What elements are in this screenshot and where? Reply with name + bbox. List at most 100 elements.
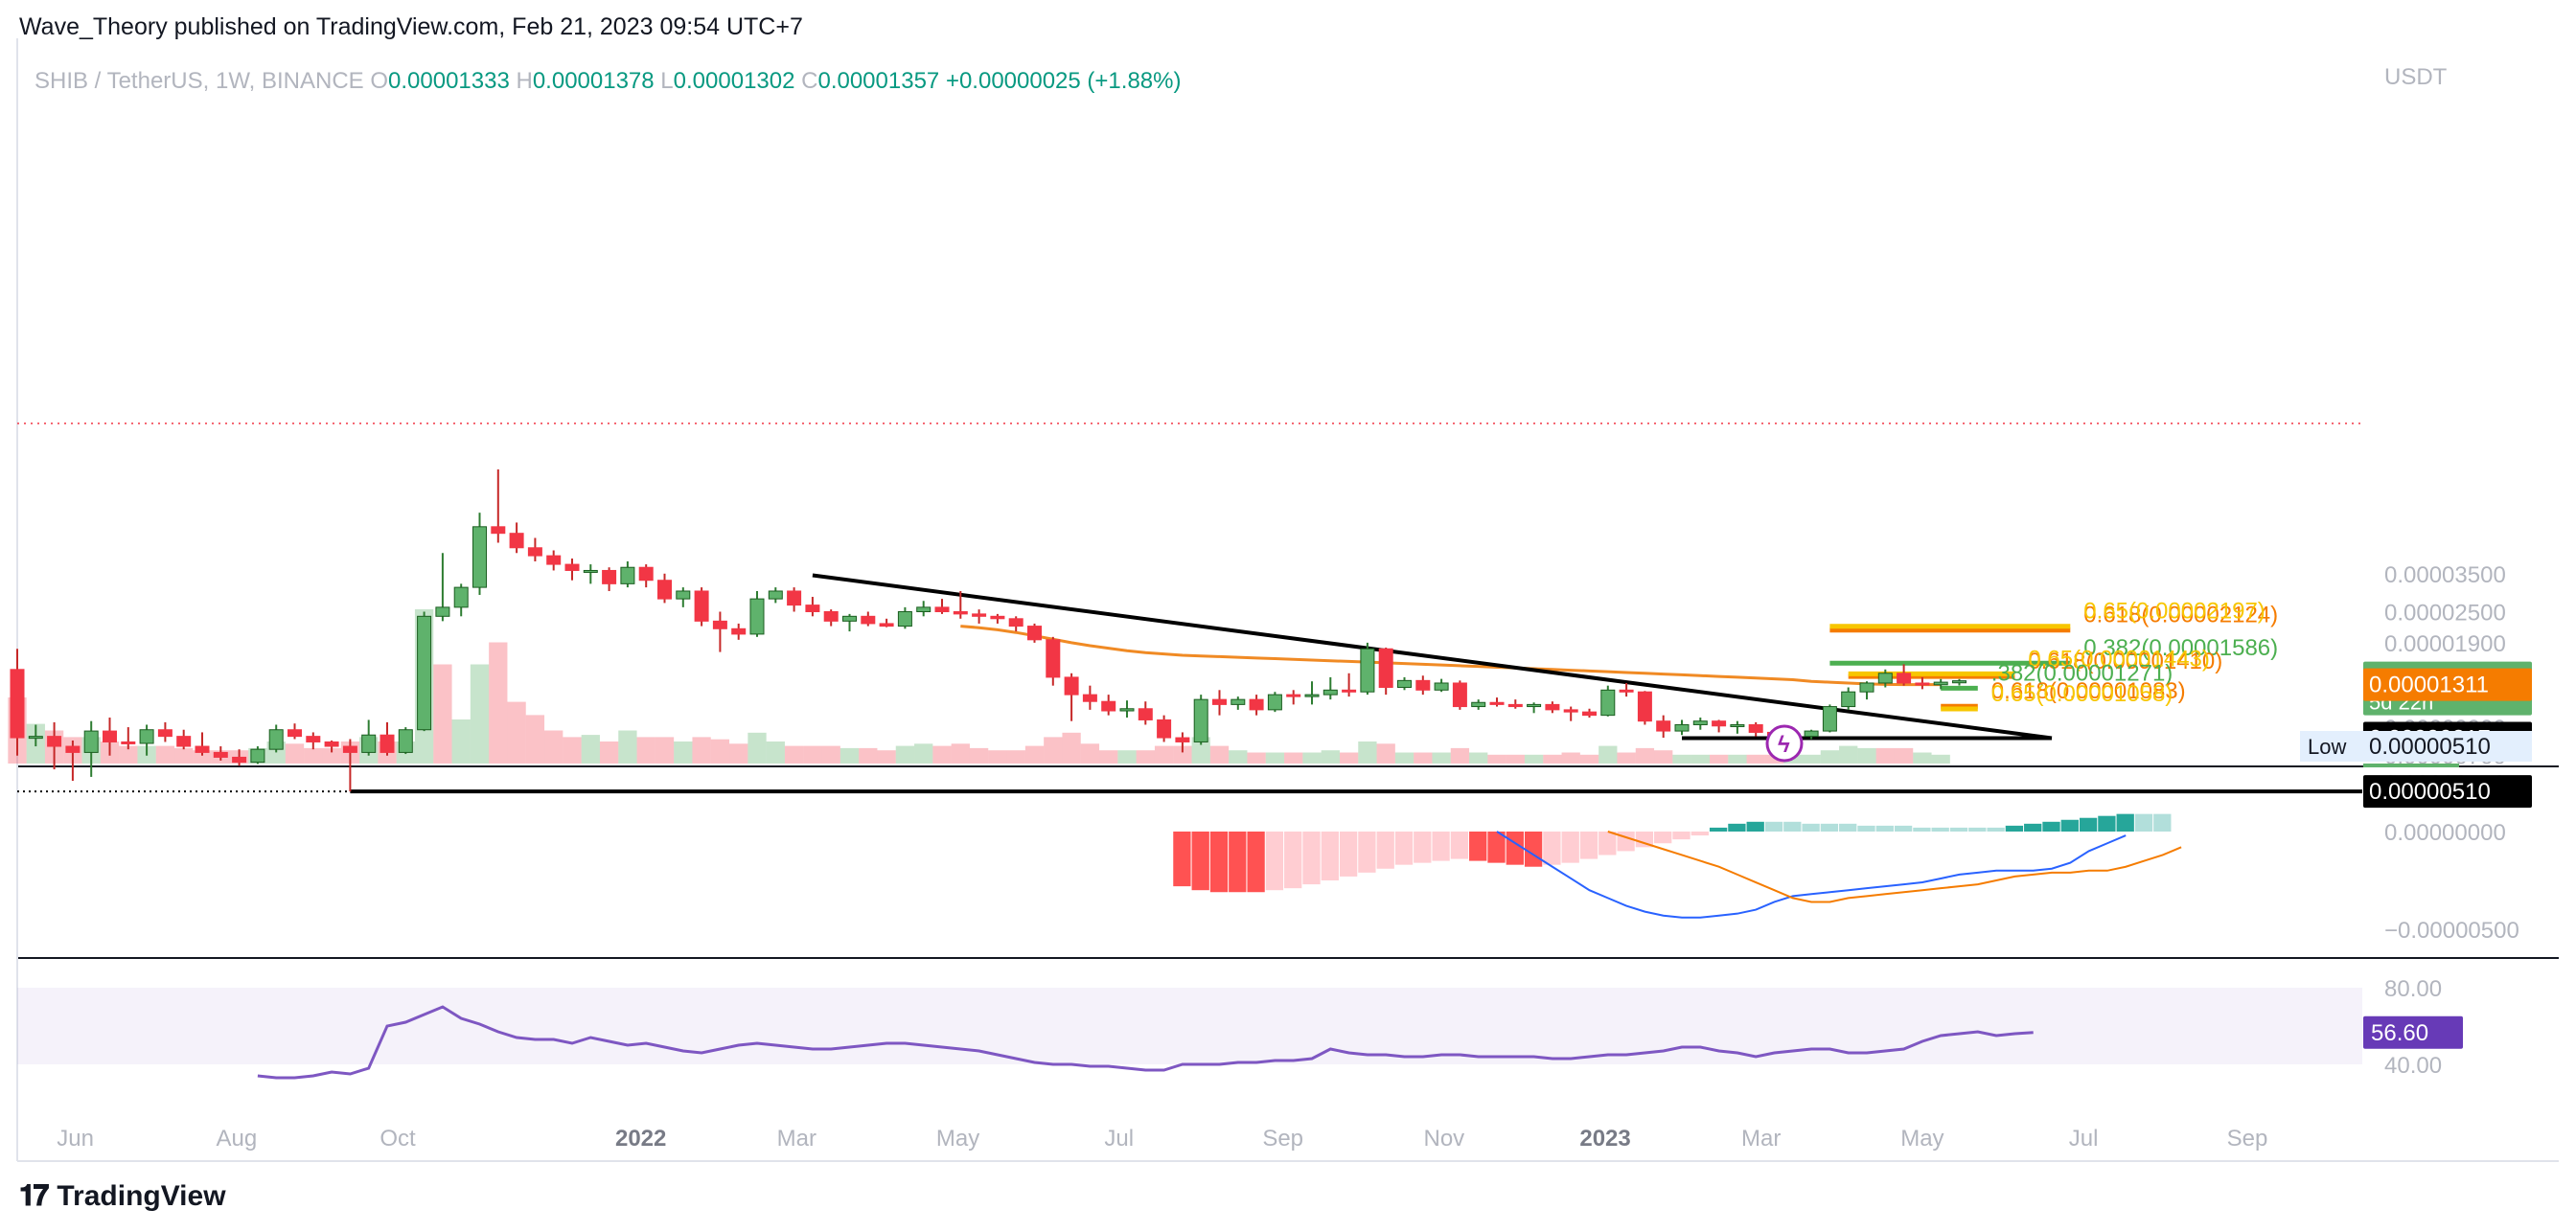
macd-hist-bar	[1949, 827, 1968, 832]
time-tick: Jul	[1104, 1126, 1134, 1152]
macd-pane: 0.00000000 −0.00000500	[1173, 813, 2519, 944]
candle-body	[1822, 706, 1837, 732]
price-tick: 0.00003500	[2384, 562, 2506, 588]
volume-bar	[840, 747, 860, 764]
macd-hist-bar	[1543, 832, 1561, 865]
candle-body	[306, 736, 321, 742]
candle-body	[1452, 682, 1467, 708]
candle-body	[1119, 708, 1135, 712]
candle-body	[823, 610, 839, 622]
fib-label: 0.382(0.00001586)	[2083, 635, 2278, 661]
macd-hist-bar	[1875, 825, 1894, 832]
volume-bar	[470, 664, 490, 764]
close-label: C	[801, 68, 817, 94]
candle-body	[139, 729, 154, 744]
macd-hist-bar	[1709, 827, 1728, 832]
volume-bar	[969, 747, 989, 764]
time-tick: Mar	[1741, 1126, 1781, 1152]
time-tick: Mar	[777, 1126, 816, 1152]
candle	[121, 727, 136, 750]
candle-body	[1378, 648, 1393, 689]
volume-bar	[581, 735, 600, 764]
candle-body	[1434, 682, 1449, 691]
volume-bar	[1487, 754, 1506, 764]
candle-body	[1877, 673, 1893, 684]
candle	[1527, 702, 1542, 714]
macd-hist-bar	[1931, 827, 1949, 832]
candle-body	[324, 741, 339, 747]
volume-bar	[489, 642, 508, 764]
signal-line	[1607, 831, 2182, 903]
ohlc-legend: SHIB / TetherUS, 1W, BINANCE O0.00001333…	[34, 68, 1181, 94]
fib-label: 0.65(0.00001058)	[1991, 681, 2174, 707]
ema-series-line	[960, 625, 1942, 687]
candle	[546, 550, 562, 571]
macd-hist-bar	[1690, 832, 1709, 836]
volume-bar	[1265, 752, 1285, 764]
candle-body	[1064, 676, 1079, 696]
candle	[157, 721, 172, 742]
candle-body	[398, 729, 413, 753]
price-axis: USDT 0.00003500 0.00002500 0.00001900 0.0000…	[1765, 64, 2532, 809]
volume-bar	[1469, 752, 1488, 764]
candle-body	[1933, 681, 1948, 686]
candle-body	[1527, 703, 1542, 708]
macd-hist-bar	[1284, 832, 1302, 889]
price-label-box	[2363, 668, 2532, 701]
volume-bar	[1524, 754, 1544, 764]
macd-hist-bar	[2024, 823, 2042, 832]
volume-bar	[692, 737, 711, 764]
candle-body	[380, 734, 395, 753]
candle	[1471, 699, 1486, 710]
candle	[1193, 695, 1208, 745]
rsi-tick: 40.00	[2384, 1053, 2442, 1079]
macd-hist-bar	[2042, 821, 2060, 832]
volume-bar	[1080, 743, 1100, 764]
candle-body	[1360, 648, 1375, 693]
volume-bar	[1802, 754, 1821, 764]
volume-bar	[507, 701, 526, 764]
volume-bar	[1414, 752, 1433, 764]
time-tick: 2022	[615, 1126, 666, 1152]
candle-body	[342, 745, 357, 753]
macd-hist-bar	[1506, 832, 1524, 865]
candle-body	[638, 566, 654, 582]
macd-hist-bar	[1432, 832, 1450, 861]
candle-body	[879, 623, 894, 627]
volume-bar	[821, 745, 840, 764]
candle	[657, 573, 672, 604]
tradingview-brand[interactable]: 𝟏𝟕 TradingView	[19, 1180, 226, 1213]
volume-bar	[1099, 750, 1118, 764]
candle-body	[1230, 698, 1246, 705]
candle	[953, 590, 968, 619]
candle-body	[1046, 639, 1061, 678]
low-label-value: 0.00000510	[2369, 734, 2491, 760]
candle-body	[787, 590, 802, 606]
candle	[694, 587, 709, 627]
macd-hist-bar	[1487, 832, 1506, 863]
candle-body	[1748, 723, 1763, 733]
rsi-line	[257, 1005, 2034, 1080]
price-tick: 0.00002500	[2384, 600, 2506, 626]
candle	[1600, 685, 1616, 717]
candle	[1230, 696, 1246, 710]
candle	[176, 729, 192, 750]
macd-hist-bar	[1339, 832, 1358, 877]
candle-body	[749, 598, 765, 635]
candle-body	[232, 756, 247, 764]
lightning-glyph-icon: ϟ	[1778, 732, 1790, 758]
candle-body	[1267, 694, 1282, 711]
candle-body	[657, 580, 672, 600]
candle-body	[842, 615, 857, 622]
macd-hist-bar	[1173, 832, 1191, 887]
macd-hist-bar	[2116, 813, 2134, 832]
time-tick: Jul	[2069, 1126, 2099, 1152]
candle	[712, 611, 727, 652]
candle	[583, 564, 598, 584]
candle	[1897, 664, 1912, 686]
candle	[1822, 704, 1837, 733]
candle-body	[1859, 682, 1874, 693]
volume-bar	[636, 737, 656, 764]
candle	[1267, 692, 1282, 713]
